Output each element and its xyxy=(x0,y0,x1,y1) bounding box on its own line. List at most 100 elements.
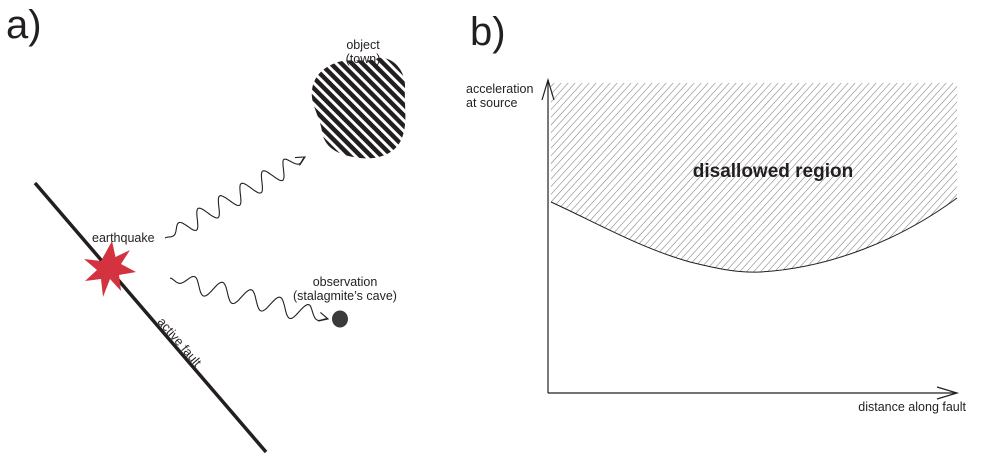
region-hatch-line xyxy=(631,83,833,273)
fault-label: active fault xyxy=(155,315,205,370)
region-hatch-line xyxy=(897,83,957,273)
observation-dot-icon xyxy=(332,310,348,328)
region-hatch-line xyxy=(911,83,957,273)
panel-a-letter: a) xyxy=(6,3,42,47)
region-hatch-line xyxy=(551,83,672,273)
y-axis-label-line2: at source xyxy=(466,96,517,110)
region-hatch-line xyxy=(834,83,957,273)
region-hatch-line xyxy=(806,83,957,273)
town-hatch-line xyxy=(336,57,406,159)
region-hatch-line xyxy=(638,83,840,273)
region-hatch-line xyxy=(890,83,957,273)
town-hatch-line xyxy=(181,50,301,170)
region-hatch-line xyxy=(551,83,616,273)
region-hatch-line xyxy=(254,70,454,290)
town-hatch-line xyxy=(311,57,324,159)
region-hatch-line xyxy=(551,83,623,273)
active-fault-line xyxy=(33,181,268,454)
town-hatch-line xyxy=(378,57,406,159)
region-hatch-line xyxy=(551,83,679,273)
town-hatch-line xyxy=(311,57,406,159)
region-hatch-line xyxy=(862,83,957,273)
town-hatch-line xyxy=(368,57,406,159)
region-hatch-line xyxy=(551,83,630,273)
region-hatch-line xyxy=(855,83,957,273)
region-hatch-line xyxy=(869,83,957,273)
region-hatch-line xyxy=(551,83,707,273)
town-hatch-line xyxy=(171,50,291,170)
boundary-curve xyxy=(550,197,958,273)
disallowed-region-label: disallowed region xyxy=(693,161,853,182)
region-hatch-line xyxy=(743,83,945,273)
town-hatch-line xyxy=(389,57,406,159)
town-hatch-line xyxy=(311,57,406,159)
region-hatch-line xyxy=(946,83,957,273)
region-hatch-line xyxy=(652,83,854,273)
town-hatch-line xyxy=(326,57,406,159)
panel-b-letter: b) xyxy=(470,10,506,54)
region-hatch-line xyxy=(551,83,595,273)
wave-arrow-to-town xyxy=(164,156,307,239)
x-axis xyxy=(548,386,960,400)
region-hatch-line xyxy=(883,83,957,273)
observation-label-line2: (stalagmite’s cave) xyxy=(293,289,397,303)
region-hatch-line xyxy=(953,83,957,273)
region-hatch-line xyxy=(778,83,957,273)
region-hatch-line xyxy=(680,83,882,273)
region-hatch-line xyxy=(975,70,981,290)
region-hatch-line xyxy=(715,83,917,273)
region-hatch-line xyxy=(813,83,957,273)
town-hatch-line xyxy=(311,57,366,159)
region-hatch-line xyxy=(932,83,957,273)
town-hatch-line xyxy=(412,50,532,170)
region-hatch-line xyxy=(666,83,868,273)
town-hatch-line xyxy=(160,50,280,170)
region-hatch-line xyxy=(841,83,957,273)
region-hatch-line xyxy=(904,83,957,273)
earthquake-star-icon xyxy=(84,241,136,297)
region-hatch-line xyxy=(551,83,651,273)
region-hatch-line xyxy=(848,83,957,273)
region-hatch-line xyxy=(736,83,938,273)
region-hatch-line xyxy=(799,83,957,273)
region-hatch-line xyxy=(551,83,686,273)
earthquake-label: earthquake xyxy=(92,231,155,245)
region-hatch-line xyxy=(701,83,903,273)
region-hatch-line xyxy=(750,83,952,273)
object-label-line1: object xyxy=(346,38,380,52)
y-axis-label-line1: acceleration xyxy=(466,82,533,96)
region-hatch-line xyxy=(764,83,957,273)
wave-arrow-to-observation xyxy=(169,275,330,322)
region-hatch-line xyxy=(673,83,875,273)
town-hatch-line xyxy=(311,57,335,159)
region-hatch-line xyxy=(708,83,910,273)
town-hatch-line xyxy=(357,57,406,159)
region-hatch-line xyxy=(785,83,957,273)
region-hatch-line xyxy=(939,83,957,273)
town-hatch-line xyxy=(311,57,387,159)
town-hatch-line xyxy=(399,57,406,159)
town-hatch-line xyxy=(311,57,314,159)
region-hatch-line xyxy=(551,83,700,273)
region-hatch-line xyxy=(551,83,658,273)
town-hatch-line xyxy=(433,50,553,170)
region-hatch-line xyxy=(659,83,861,273)
x-axis-label: distance along fault xyxy=(858,400,966,414)
town-hatch-line xyxy=(423,50,543,170)
region-hatch-line xyxy=(694,83,896,273)
region-hatch-line xyxy=(551,83,602,273)
town-hatch-line xyxy=(315,57,406,159)
region-hatch-line xyxy=(551,83,665,273)
region-hatch-line xyxy=(771,83,957,273)
region-hatch-line xyxy=(792,83,957,273)
region-hatch-line xyxy=(925,83,957,273)
observation-label-line1: observation xyxy=(313,275,378,289)
town-blob xyxy=(160,50,553,170)
y-axis xyxy=(541,77,555,393)
region-hatch-line xyxy=(722,83,924,273)
region-hatch-line xyxy=(551,83,644,273)
region-hatch-line xyxy=(757,83,957,273)
region-hatch-line xyxy=(275,70,475,290)
